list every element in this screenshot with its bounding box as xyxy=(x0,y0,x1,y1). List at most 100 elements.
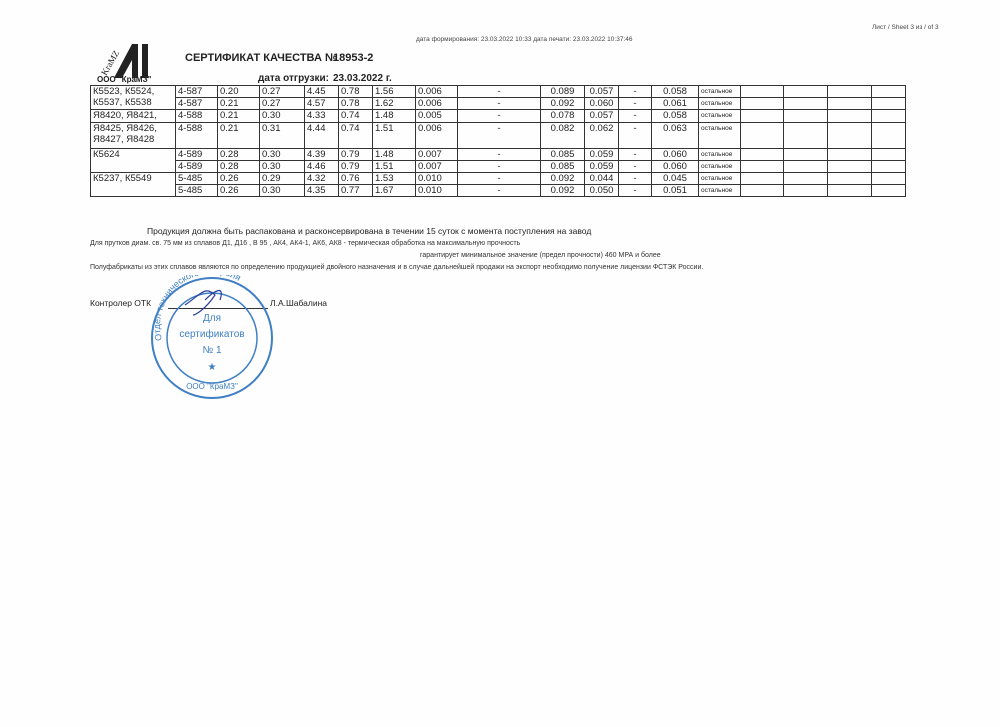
base-element: остальное xyxy=(698,109,741,123)
element-value: 0.77 xyxy=(338,184,373,197)
empty-cell xyxy=(827,160,872,173)
element-value: 0.051 xyxy=(651,184,699,197)
empty-cell xyxy=(827,97,872,110)
empty-cell xyxy=(783,160,828,173)
table-row: К5237, К5549 5-485 0.26 0.29 4.32 0.76 1.53 0.0… xyxy=(90,172,906,197)
element-value: 0.26 xyxy=(217,172,260,185)
element-value: 0.044 xyxy=(584,172,619,185)
empty-cell xyxy=(740,109,784,123)
empty-cell xyxy=(740,122,784,149)
base-element: остальное xyxy=(698,184,741,197)
shipping-date-label: дата отгрузки: xyxy=(258,73,329,84)
element-value: - xyxy=(457,85,541,98)
element-value: 4.46 xyxy=(304,160,339,173)
element-value: 4.44 xyxy=(304,122,339,149)
element-value: 0.30 xyxy=(259,148,305,161)
element-value: 0.30 xyxy=(259,109,305,123)
base-element: остальное xyxy=(698,122,741,149)
element-value: 0.30 xyxy=(259,160,305,173)
element-value: 0.058 xyxy=(651,85,699,98)
empty-cell xyxy=(871,85,906,98)
note-unpacking: Продукция должна быть распакована и раск… xyxy=(147,226,592,236)
element-value: 0.063 xyxy=(651,122,699,149)
note-heat-treatment: Для прутков диам. св. 75 мм из сплавов Д… xyxy=(90,240,521,247)
empty-cell xyxy=(871,184,906,197)
element-value: 0.79 xyxy=(338,160,373,173)
element-value: 0.007 xyxy=(415,160,458,173)
stamp-line1: Для xyxy=(203,313,221,324)
table-row: Я8425, Я8426, Я8427, Я8428 4-588 0.21 0.31 4… xyxy=(90,122,906,149)
note-strength: гарантирует минимальное значение (предел… xyxy=(420,252,661,259)
element-value: 1.51 xyxy=(372,160,416,173)
element-value: 0.74 xyxy=(338,122,373,149)
otk-stamp: Отдел технического контроля Для сертифик… xyxy=(151,275,273,399)
handwritten-signature xyxy=(184,290,222,316)
element-value: 0.26 xyxy=(217,184,260,197)
empty-cell xyxy=(827,109,872,123)
element-value: 0.27 xyxy=(259,97,305,110)
stamp-line3: № 1 xyxy=(202,345,222,356)
element-value: 0.010 xyxy=(415,184,458,197)
lot-number: 4-588 xyxy=(175,122,218,149)
empty-cell xyxy=(827,122,872,149)
stamp-line2: сертификатов xyxy=(179,328,244,340)
element-value: 1.53 xyxy=(372,172,416,185)
element-value: 0.059 xyxy=(584,148,619,161)
element-value: 1.51 xyxy=(372,122,416,149)
element-value: 1.48 xyxy=(372,109,416,123)
element-value: 0.21 xyxy=(217,122,260,149)
element-value: 0.010 xyxy=(415,172,458,185)
element-value: 0.058 xyxy=(651,109,699,123)
melt-numbers: К5523, К5524, К5537, К5538 xyxy=(90,85,176,110)
element-value: 4.39 xyxy=(304,148,339,161)
element-value: 0.28 xyxy=(217,148,260,161)
note-dual-use: Полуфабрикаты из этих сплавов являются п… xyxy=(90,264,704,271)
element-value: 0.78 xyxy=(338,97,373,110)
element-value: 0.74 xyxy=(338,109,373,123)
element-value: - xyxy=(457,109,541,123)
melt-numbers: Я8420, Я8421, xyxy=(90,109,176,123)
empty-cell xyxy=(740,148,784,161)
print-dates: дата формирования: 23.03.2022 10:33 дата… xyxy=(416,36,633,43)
signature-label: Контролер ОТК xyxy=(90,298,152,308)
element-value: 0.79 xyxy=(338,148,373,161)
element-value: 4.57 xyxy=(304,97,339,110)
element-value: 0.078 xyxy=(540,109,585,123)
shipping-date: 23.03.2022 г. xyxy=(333,73,392,84)
element-value: 0.21 xyxy=(217,109,260,123)
element-value: 4.32 xyxy=(304,172,339,185)
empty-cell xyxy=(783,172,828,185)
lot-number: 4-589 xyxy=(175,148,218,161)
sheet-number: Лист / Sheet 3 из / of 3 xyxy=(872,24,939,31)
empty-cell xyxy=(871,148,906,161)
element-value: - xyxy=(457,184,541,197)
empty-cell xyxy=(783,184,828,197)
element-value: - xyxy=(457,160,541,173)
element-value: 0.76 xyxy=(338,172,373,185)
element-value: 0.085 xyxy=(540,148,585,161)
empty-cell xyxy=(827,148,872,161)
element-value: 0.089 xyxy=(540,85,585,98)
element-value: 4.33 xyxy=(304,109,339,123)
element-value: - xyxy=(457,148,541,161)
element-value: 0.057 xyxy=(584,109,619,123)
element-value: 0.78 xyxy=(338,85,373,98)
certificate-number: 18953-2 xyxy=(333,52,374,64)
empty-cell xyxy=(740,160,784,173)
element-value: 0.31 xyxy=(259,122,305,149)
company-name: ООО "КраМЗ" xyxy=(97,75,152,84)
melt-numbers: К5624 xyxy=(90,148,176,173)
lot-number: 5-485 xyxy=(175,172,218,185)
stamp-company: ООО "КраМЗ" xyxy=(186,382,238,391)
element-value: 0.060 xyxy=(584,97,619,110)
element-value: - xyxy=(618,160,652,173)
element-value: 1.67 xyxy=(372,184,416,197)
element-value: 0.059 xyxy=(584,160,619,173)
star-icon: ★ xyxy=(208,362,217,373)
lot-number: 4-589 xyxy=(175,160,218,173)
base-element: остальное xyxy=(698,172,741,185)
element-value: 0.28 xyxy=(217,160,260,173)
empty-cell xyxy=(740,184,784,197)
element-value: - xyxy=(457,122,541,149)
element-value: 0.21 xyxy=(217,97,260,110)
